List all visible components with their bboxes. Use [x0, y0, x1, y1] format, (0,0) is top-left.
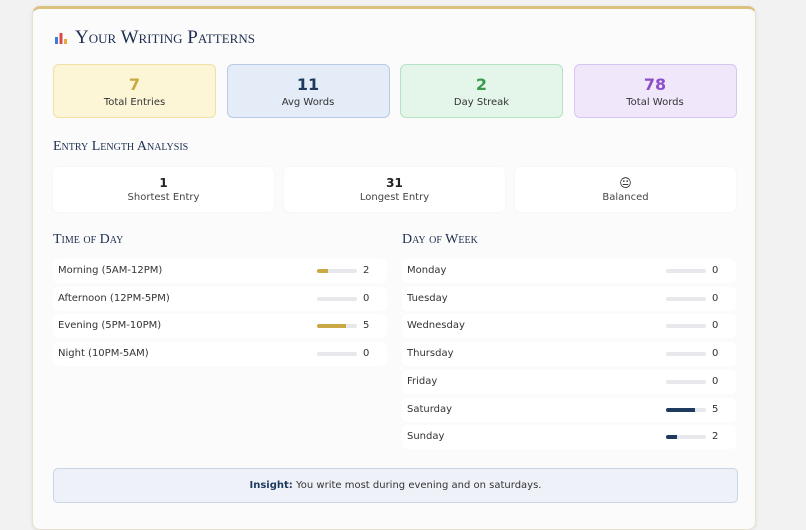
- chart-icon: [55, 33, 67, 44]
- bar-track: [317, 324, 357, 329]
- length-label: Longest Entry: [359, 192, 430, 203]
- bar-track: [317, 352, 357, 357]
- bar-track: [666, 407, 706, 412]
- section-title: Time of Day: [53, 232, 124, 247]
- row-value: 5: [712, 403, 719, 415]
- row-label: Night (10PM-5AM): [58, 348, 149, 360]
- length-card: 1 Shortest Entry: [53, 167, 274, 212]
- pattern-row: Wednesday 0: [402, 314, 736, 339]
- row-value: 0: [712, 292, 719, 304]
- bar: [317, 269, 329, 273]
- length-label: Balanced: [602, 192, 649, 203]
- length-label: Shortest Entry: [127, 192, 200, 203]
- section-title: Entry Length Analysis: [53, 139, 189, 154]
- stat-card: 78 Total Words: [573, 64, 737, 118]
- row-value: 0: [363, 292, 370, 304]
- stat-label: Total Entries: [103, 97, 166, 108]
- row-label: Morning (5AM-12PM): [58, 265, 163, 276]
- row-value: 5: [363, 320, 370, 332]
- row-label: Friday: [407, 375, 438, 387]
- pattern-row: Sunday 2: [402, 425, 736, 450]
- stat-value: 78: [643, 75, 667, 94]
- bar-track: [666, 379, 706, 384]
- bar: [666, 435, 678, 440]
- stat-label: Total Words: [626, 97, 684, 108]
- stat-card: 11 Avg Words: [226, 64, 390, 118]
- bar: [317, 324, 346, 329]
- title: Your Writing Patterns: [75, 27, 255, 48]
- pattern-row: Thursday 0: [402, 342, 736, 367]
- pattern-row: Saturday 5: [402, 397, 736, 422]
- bar-track: [317, 269, 357, 273]
- pattern-row: Afternoon (12PM-5PM) 0: [53, 286, 387, 311]
- row-label: Afternoon (12PM-5PM): [58, 292, 170, 304]
- section-title: Day of Week: [402, 232, 478, 247]
- row-value: 0: [712, 375, 719, 387]
- row-value: 0: [712, 265, 719, 276]
- pattern-row: Morning (5AM-12PM) 2: [53, 259, 387, 283]
- length-value: 31: [386, 176, 403, 190]
- length-card: 😐 Balanced: [515, 167, 736, 212]
- row-value: 0: [712, 320, 719, 332]
- pattern-row: Tuesday 0: [402, 286, 736, 311]
- stat-card: 2 Day Streak: [400, 64, 563, 118]
- stat-value: 2: [475, 75, 488, 94]
- patterns-card: Your Writing Patterns Entry Length Analy…: [32, 6, 756, 530]
- row-label: Sunday: [407, 431, 445, 443]
- stat-card: 7 Total Entries: [53, 64, 216, 118]
- bar-track: [317, 296, 357, 301]
- row-value: 2: [363, 265, 370, 276]
- row-value: 0: [712, 348, 719, 360]
- length-value: 😐: [619, 176, 632, 190]
- row-label: Saturday: [407, 403, 453, 415]
- row-value: 2: [712, 431, 719, 443]
- pattern-row: Night (10PM-5AM) 0: [53, 342, 387, 367]
- stat-value: 11: [296, 75, 320, 94]
- row-value: 0: [363, 348, 370, 360]
- bar-track: [666, 352, 706, 357]
- insight: Insight: You write most during evening a…: [53, 468, 738, 503]
- length-card: 31 Longest Entry: [284, 167, 505, 212]
- pattern-row: Monday 0: [402, 259, 736, 283]
- insight-text: You write most during evening and on sat…: [295, 480, 542, 491]
- stat-value: 7: [128, 75, 141, 94]
- bar-track: [666, 296, 706, 301]
- page: Your Writing Patterns Entry Length Analy…: [32, 6, 756, 530]
- row-label: Wednesday: [407, 320, 465, 332]
- pattern-row: Evening (5PM-10PM) 5: [53, 314, 387, 339]
- row-label: Tuesday: [407, 292, 448, 304]
- length-value: 1: [159, 176, 168, 190]
- bar-track: [666, 269, 706, 273]
- stat-label: Avg Words: [281, 97, 335, 108]
- row-label: Monday: [407, 265, 447, 276]
- bar: [666, 407, 695, 412]
- bar-track: [666, 435, 706, 440]
- bar-track: [666, 324, 706, 329]
- stat-label: Day Streak: [453, 97, 510, 108]
- row-label: Evening (5PM-10PM): [58, 320, 162, 332]
- insight-label: Insight:: [249, 480, 293, 491]
- pattern-row: Friday 0: [402, 369, 736, 394]
- row-label: Thursday: [407, 348, 454, 360]
